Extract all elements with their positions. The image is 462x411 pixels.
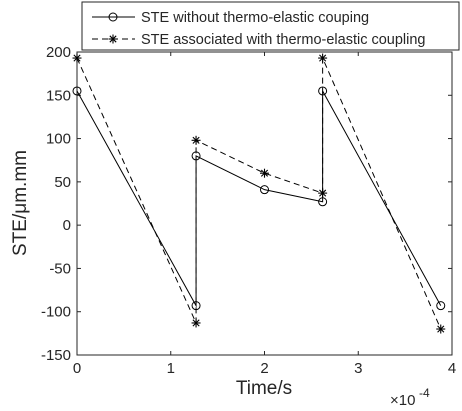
x-tick-label: 0 (73, 360, 81, 377)
data-point-series-2 (72, 53, 82, 63)
legend-box (81, 1, 460, 51)
legend-marker-circle (108, 12, 118, 22)
y-axis-label: STE/μm.mm (10, 150, 31, 256)
data-point-series-2 (436, 324, 446, 334)
axis-ticks: 0 1 2 3 4 200 150 100 50 0 -50 -100 -150 (41, 44, 456, 377)
data-point-series-1 (318, 197, 328, 207)
legend-star-glyph (108, 34, 118, 44)
y-tick-label: 50 (54, 174, 71, 191)
data-point-series-2 (191, 318, 201, 328)
x-tick-label: 4 (448, 360, 456, 377)
series-line-2 (76, 57, 442, 330)
data-point-series-2 (260, 168, 269, 178)
y-tick-label: -50 (49, 260, 71, 277)
legend: STE without thermo-elastic couping STE a… (81, 1, 460, 51)
legend-label-series-1: STE without thermo-elastic couping (141, 10, 369, 26)
y-tick-label: 200 (46, 44, 71, 61)
x-tick-label: 2 (260, 360, 268, 377)
x-exponent-power: -4 (419, 386, 430, 400)
y-tick-label: 150 (46, 87, 71, 104)
data-point-series-1 (318, 86, 328, 96)
data-point-series-2 (318, 188, 328, 198)
data-point-series-1 (436, 301, 446, 311)
series-line-1 (76, 90, 442, 308)
plot-area (76, 51, 453, 356)
x-tick-label: 1 (167, 360, 175, 377)
y-tick-label: 100 (46, 131, 71, 148)
series-layer (72, 53, 446, 334)
x-axis-label: Time/s (236, 378, 292, 399)
data-point-series-1 (72, 86, 82, 96)
data-point-series-2 (318, 53, 328, 63)
x-tick-label: 3 (354, 360, 362, 377)
data-point-series-2 (191, 135, 201, 145)
data-point-series-1 (260, 185, 269, 195)
y-tick-label: -150 (41, 347, 71, 364)
legend-marker-star (108, 34, 118, 44)
y-tick-label: 0 (63, 217, 71, 234)
legend-label-series-2: STE associated with thermo-elastic coupl… (141, 32, 426, 48)
x-exponent-label: ×10 (390, 392, 415, 409)
y-tick-label: -100 (41, 304, 71, 321)
